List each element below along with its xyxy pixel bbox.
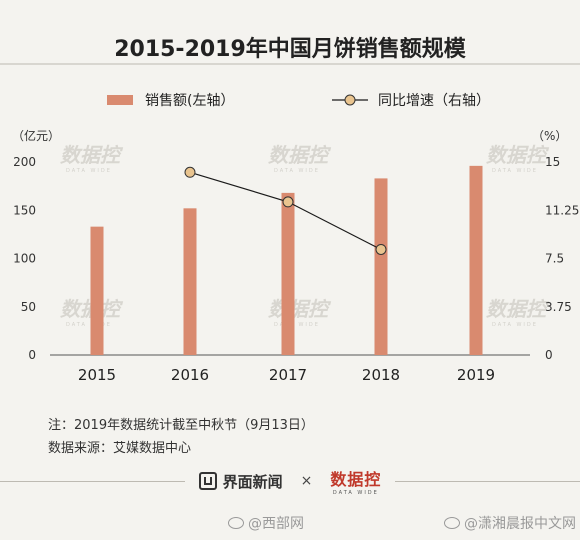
weibo-icon [228, 517, 244, 529]
chart-watermark-sub: DATA WIDE [66, 322, 112, 328]
chart-watermark-sub: DATA WIDE [274, 168, 320, 174]
right-axis-unit: （%） [532, 129, 567, 143]
footer-rule-left [0, 481, 185, 482]
watermark-right: @潇湘晨报中文网 [444, 513, 576, 533]
axes-group: 0 50 100 150 200 0 3.75 7.5 11.25 15 2015 2016 2017 2… [13, 155, 579, 384]
legend-line-marker [344, 94, 356, 106]
left-tick-label: 150 [13, 203, 36, 217]
bar [374, 178, 388, 355]
x-tick-label: 2016 [171, 366, 209, 384]
chart-watermark-sub: DATA WIDE [66, 168, 112, 174]
chart-watermark-logo: 数据控 [268, 143, 332, 167]
right-tick-label: 11.25 [545, 203, 579, 217]
watermark-left: @西部网 [228, 513, 304, 533]
chart-watermark-logo: 数据控 [60, 143, 124, 167]
growth-point [184, 166, 196, 178]
bar [469, 165, 483, 355]
legend-line-label: 同比增速（右轴） [378, 93, 490, 109]
x-tick-label: 2018 [362, 366, 400, 384]
bar [183, 208, 197, 355]
chart-watermark-sub: DATA WIDE [492, 168, 538, 174]
jiemian-brand: 界面新闻 [194, 470, 287, 492]
datawide-brand: 数据控 DATA WIDE [326, 466, 386, 496]
chart-watermark-logo: 数据控 [268, 297, 332, 321]
growth-point [375, 243, 387, 255]
legend: 销售额(左轴） 同比增速（右轴） [107, 93, 490, 109]
left-tick-label: 0 [28, 348, 36, 362]
left-axis-unit: （亿元） [12, 128, 60, 143]
footer-rule-right [395, 481, 580, 482]
jiemian-logo-icon [198, 472, 217, 490]
line-series [184, 166, 387, 255]
datawide-sub: DATA WIDE [332, 490, 379, 496]
chart-watermark-sub: DATA WIDE [274, 322, 320, 328]
bar [90, 226, 104, 355]
right-tick-label: 7.5 [545, 252, 564, 266]
collab-symbol: × [298, 473, 315, 489]
chart-title: 2015-2019年中国月饼销售额规模 [114, 36, 467, 62]
right-tick-label: 3.75 [545, 300, 572, 314]
bar [281, 192, 295, 355]
bar-series [90, 165, 483, 355]
data-source: 数据来源：艾媒数据中心 [48, 441, 192, 456]
chart-watermark-logo: 数据控 [486, 297, 550, 321]
watermark-left-text: @西部网 [248, 516, 304, 532]
brand-name: 界面新闻 [222, 472, 283, 491]
chart-note: 注：2019年数据统计截至中秋节（9月13日） [48, 418, 314, 433]
notes-block: 注：2019年数据统计截至中秋节（9月13日） 数据来源：艾媒数据中心 [48, 414, 314, 460]
x-tick-label: 2019 [457, 366, 495, 384]
legend-bar-swatch [107, 95, 133, 105]
footer-brands: 界面新闻 × 数据控 DATA WIDE [0, 466, 580, 496]
legend-bar-label: 销售额(左轴） [145, 93, 234, 109]
left-tick-label: 100 [13, 252, 36, 266]
x-tick-label: 2017 [269, 366, 307, 384]
right-tick-label: 15 [545, 155, 560, 169]
growth-point [282, 196, 294, 208]
right-tick-label: 0 [545, 348, 553, 362]
chart-watermark-sub: DATA WIDE [492, 322, 538, 328]
x-tick-label: 2015 [78, 366, 116, 384]
chart-watermark-logo: 数据控 [486, 143, 550, 167]
weibo-icon [444, 517, 460, 529]
watermark-right-text: @潇湘晨报中文网 [464, 516, 576, 532]
left-tick-label: 50 [21, 300, 36, 314]
left-tick-label: 200 [13, 155, 36, 169]
datawide-name: 数据控 [330, 470, 382, 489]
